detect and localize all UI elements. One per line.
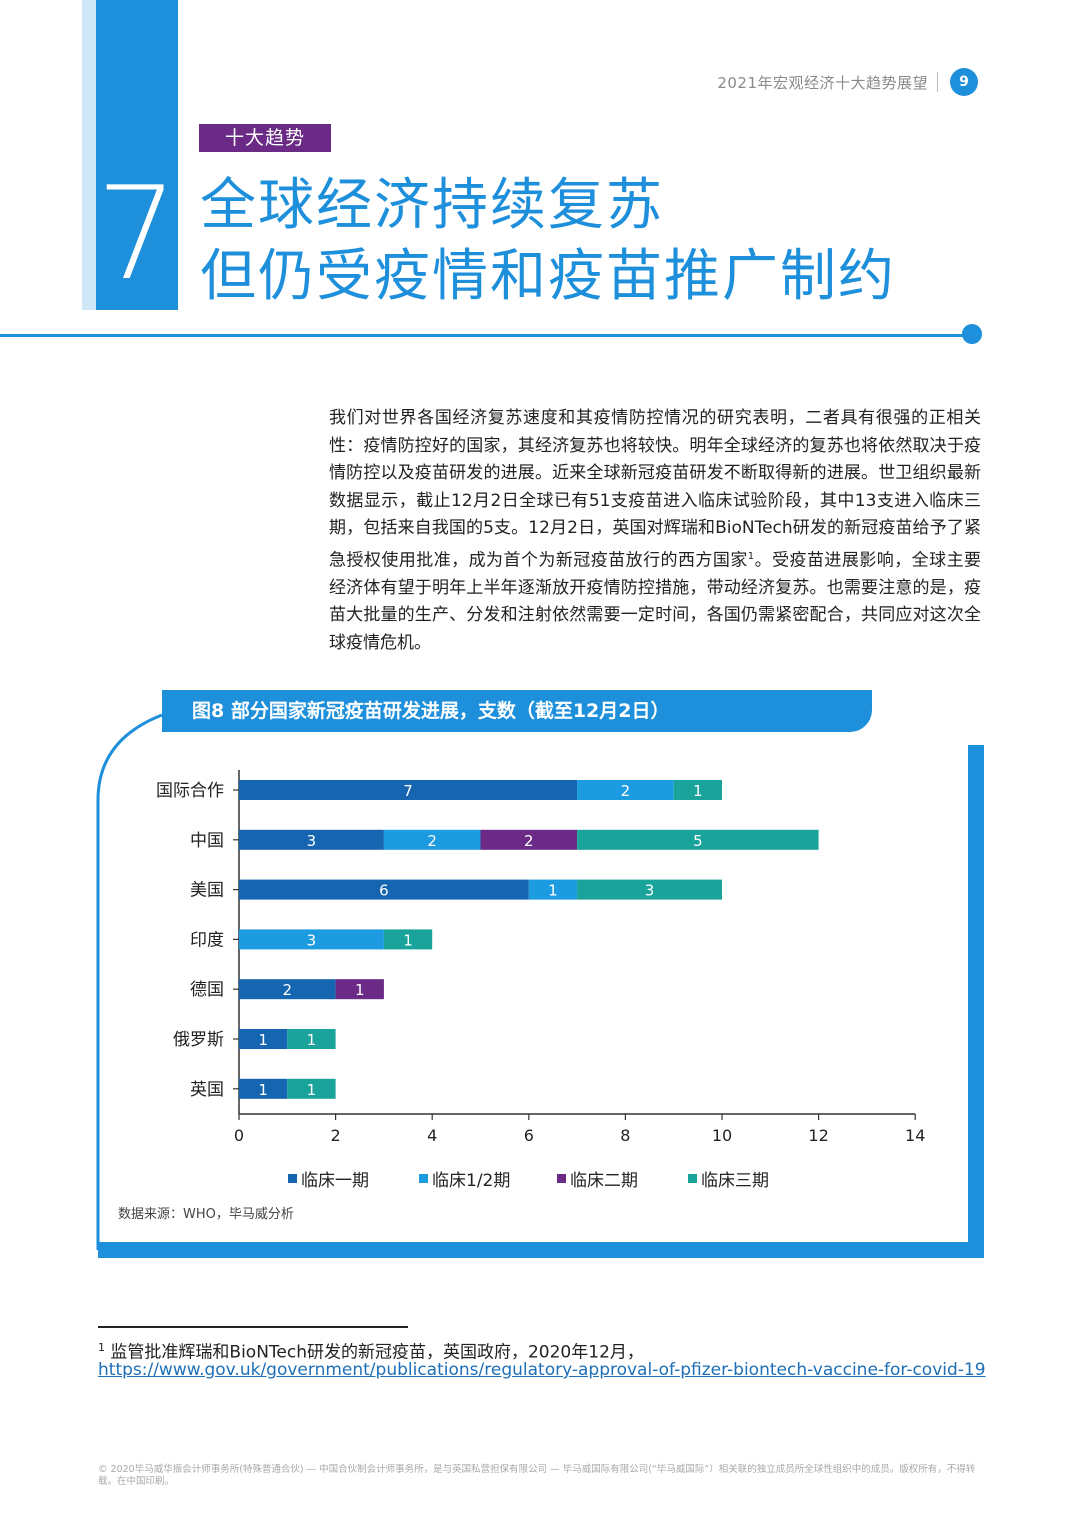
bar-segment bbox=[577, 780, 674, 800]
footnote-rule bbox=[98, 1326, 408, 1328]
bar-data-label: 1 bbox=[693, 782, 703, 800]
category-label: 国际合作 bbox=[156, 781, 224, 801]
legend-swatch bbox=[688, 1174, 697, 1183]
category-label: 美国 bbox=[190, 881, 224, 901]
section-number: 7 bbox=[96, 160, 178, 309]
footnote-reference[interactable]: 1 bbox=[747, 550, 755, 562]
bar-data-label: 3 bbox=[307, 931, 317, 949]
bar-data-label: 1 bbox=[355, 981, 365, 999]
bar-data-label: 1 bbox=[548, 882, 558, 900]
page-title-line-1: 全球经济持续复苏 bbox=[200, 173, 664, 238]
bar-segment bbox=[577, 879, 722, 900]
bar-chart: 0 2 4 6 8 10 12 14 国际合作 7 2 1 中国 3 2 2 5 美国 6 1 3 印度 3 1 德国 2 1 俄罗斯… bbox=[156, 770, 925, 1191]
section-tag: 十大趋势 bbox=[199, 124, 331, 152]
footnote-number: 1 bbox=[98, 1341, 105, 1354]
category-label: 英国 bbox=[190, 1080, 224, 1100]
page-number-badge: 9 bbox=[950, 68, 978, 96]
footnote-link[interactable]: https://www.gov.uk/government/publicatio… bbox=[98, 1360, 986, 1380]
bar-data-label: 1 bbox=[258, 1031, 268, 1049]
copyright-notice: © 2020毕马威华振会计师事务所(特殊普通合伙) — 中国合伙制会计师事务所，… bbox=[98, 1464, 976, 1487]
x-tick-label: 14 bbox=[905, 1126, 925, 1145]
body-paragraph: 我们对世界各国经济复苏速度和其疫情防控情况的研究表明，二者具有很强的正相关性：疫… bbox=[329, 405, 981, 657]
bar-segment bbox=[239, 829, 384, 850]
bar-data-label: 3 bbox=[645, 882, 655, 900]
title-rule bbox=[0, 334, 970, 337]
bar-data-label: 2 bbox=[427, 832, 437, 850]
section-number-band bbox=[96, 0, 178, 310]
legend-label: 临床三期 bbox=[701, 1171, 769, 1191]
bar-segment bbox=[480, 829, 578, 850]
legend-label: 临床二期 bbox=[570, 1171, 638, 1191]
x-tick-label: 0 bbox=[234, 1126, 244, 1145]
decorative-band bbox=[82, 0, 96, 310]
chart-card-left-arc bbox=[96, 713, 163, 1250]
bar-segment bbox=[239, 929, 384, 950]
bar-segment bbox=[239, 1029, 288, 1049]
bar-segment bbox=[335, 979, 384, 1000]
category-label: 中国 bbox=[190, 831, 224, 851]
bar-data-label: 5 bbox=[693, 832, 703, 850]
body-text-tail: 。受疫苗进展影响，全球主要经济体有望于明年上半年逐渐放开疫情防控措施，带动经济复… bbox=[329, 550, 982, 653]
legend-swatch bbox=[419, 1174, 428, 1183]
x-tick-label: 10 bbox=[712, 1126, 732, 1145]
bar-segment bbox=[239, 879, 529, 900]
header-divider bbox=[937, 72, 938, 92]
bar-segment bbox=[577, 829, 819, 850]
running-header: 2021年宏观经济十大趋势展望 bbox=[717, 74, 928, 92]
bar-segment bbox=[287, 1029, 336, 1049]
bar-data-label: 1 bbox=[307, 1031, 317, 1049]
legend-label: 临床1/2期 bbox=[432, 1171, 510, 1191]
chart-title: 图8 部分国家新冠疫苗研发进展，支数（截至12月2日） bbox=[192, 700, 670, 722]
bar-segment bbox=[528, 879, 578, 900]
category-label: 德国 bbox=[190, 980, 224, 1000]
data-source-note: 数据来源：WHO，毕马威分析 bbox=[118, 1207, 294, 1222]
category-label: 俄罗斯 bbox=[173, 1030, 224, 1050]
chart-card-bottom-border bbox=[98, 1242, 984, 1258]
legend-swatch bbox=[557, 1174, 566, 1183]
x-tick-label: 12 bbox=[808, 1126, 828, 1145]
bar-data-label: 1 bbox=[403, 931, 413, 949]
bar-segment bbox=[239, 979, 336, 1000]
bar-data-label: 7 bbox=[403, 782, 413, 800]
bar-data-label: 2 bbox=[524, 832, 534, 850]
legend-label: 临床一期 bbox=[301, 1171, 369, 1191]
x-tick-label: 6 bbox=[524, 1126, 534, 1145]
bar-data-label: 3 bbox=[307, 832, 317, 850]
chart-title-bar bbox=[162, 690, 872, 732]
legend-swatch bbox=[288, 1174, 297, 1183]
bar-segment bbox=[287, 1078, 336, 1099]
x-tick-label: 8 bbox=[620, 1126, 630, 1145]
bar-data-label: 1 bbox=[307, 1081, 317, 1099]
bar-segment bbox=[673, 780, 722, 800]
bar-data-label: 2 bbox=[283, 981, 293, 999]
footnote: 1 监管批准辉瑞和BioNTech研发的新冠疫苗，英国政府，2020年12月， bbox=[98, 1336, 644, 1365]
bar-segment bbox=[383, 829, 481, 850]
body-text-main: 我们对世界各国经济复苏速度和其疫情防控情况的研究表明，二者具有很强的正相关性：疫… bbox=[329, 408, 981, 571]
bar-data-label: 6 bbox=[379, 882, 389, 900]
category-label: 印度 bbox=[190, 930, 224, 950]
bar-data-label: 1 bbox=[258, 1081, 268, 1099]
footnote-text: 监管批准辉瑞和BioNTech研发的新冠疫苗，英国政府，2020年12月， bbox=[110, 1342, 644, 1363]
bar-data-label: 2 bbox=[621, 782, 631, 800]
bar-segment bbox=[239, 780, 578, 800]
bar-segment bbox=[383, 929, 433, 950]
chart-card-right-border bbox=[968, 745, 984, 1258]
x-tick-label: 2 bbox=[331, 1126, 341, 1145]
page-title-line-2: 但仍受疫情和疫苗推广制约 bbox=[200, 244, 896, 309]
bar-segment bbox=[239, 1078, 288, 1099]
x-tick-label: 4 bbox=[427, 1126, 437, 1145]
title-rule-dot bbox=[962, 324, 982, 344]
